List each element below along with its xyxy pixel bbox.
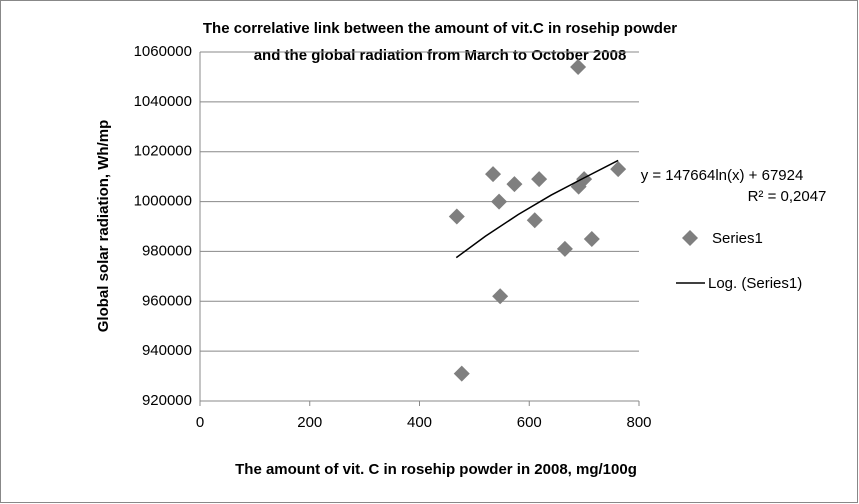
point [570,58,587,75]
y-tick-label: 1060000 [134,43,192,60]
legend-label: Log. (Series1) [708,275,802,292]
point [531,171,548,188]
chart-title: The correlative link between the amount … [203,20,677,37]
point [491,193,508,210]
point [448,208,465,225]
trendline [455,159,619,259]
point [492,288,509,305]
chart-title: and the global radiation from March to O… [254,47,627,64]
x-tick-label: 800 [626,414,651,431]
point [583,230,600,247]
x-tick-label: 600 [517,414,542,431]
y-tick-label: 1020000 [134,143,192,160]
y-axis-title: Global solar radiation, Wh/mp [95,120,112,333]
y-tick-label: 960000 [142,292,192,309]
point [506,176,523,193]
point [453,365,470,382]
y-tick-label: 1040000 [134,93,192,110]
y-tick-label: 940000 [142,342,192,359]
y-tick-label: 920000 [142,392,192,409]
x-tick-label: 200 [297,414,322,431]
point [610,161,627,178]
legend-label: Series1 [712,230,763,247]
x-axis-title: The amount of vit. C in rosehip powder i… [235,461,637,478]
x-tick-label: 400 [407,414,432,431]
point [485,166,502,183]
trendline-r2: R² = 0,2047 [748,188,827,205]
legend-marker [682,230,698,246]
point [556,240,573,257]
trendline-equation: y = 147664ln(x) + 67924 [641,167,804,184]
x-tick-label: 0 [196,414,204,431]
y-tick-label: 980000 [142,242,192,259]
y-tick-label: 1000000 [134,193,192,210]
point [526,212,543,229]
